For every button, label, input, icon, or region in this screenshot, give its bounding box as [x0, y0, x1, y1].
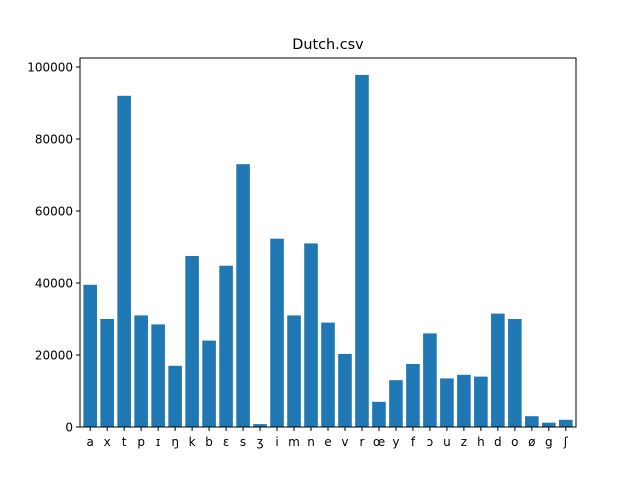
x-tick-label: a	[87, 435, 94, 449]
chart-title: Dutch.csv	[292, 37, 364, 53]
bar-3	[134, 315, 148, 427]
bar-28	[559, 419, 573, 427]
bar-16	[355, 74, 369, 428]
x-tick-label: ʒ	[257, 435, 264, 449]
x-tick-label: b	[205, 435, 213, 449]
bar-11	[270, 238, 284, 427]
bar-26	[525, 416, 539, 427]
y-tick-label: 40000	[35, 277, 73, 291]
plot-frame	[79, 57, 577, 428]
bar-2	[117, 95, 131, 428]
x-tick-label: y	[392, 435, 399, 449]
bar-8	[219, 265, 233, 427]
x-tick-label: t	[122, 435, 127, 449]
bar-0	[83, 284, 97, 427]
bar-25	[508, 319, 522, 427]
y-axis: 0 20000 40000 60000 80000 100000	[27, 61, 80, 435]
bar-10	[253, 424, 267, 427]
bar-12	[287, 315, 301, 427]
x-tick-label: ɪ	[156, 435, 160, 449]
bar-15	[338, 353, 352, 427]
bar-5	[168, 365, 182, 427]
y-tick-label: 80000	[35, 133, 73, 147]
y-tick-label: 20000	[35, 349, 73, 363]
bar-18	[389, 380, 403, 427]
x-tick-label: ʃ	[563, 435, 569, 449]
x-tick-label: z	[461, 435, 467, 449]
bars-group	[83, 74, 573, 428]
x-tick-label: ø	[528, 435, 535, 449]
x-tick-label: œ	[373, 435, 385, 449]
bar-1	[100, 319, 114, 427]
x-tick-label: d	[494, 435, 502, 449]
bar-22	[457, 374, 471, 427]
x-tick-label: g	[545, 435, 553, 449]
bar-17	[372, 401, 386, 427]
y-tick-label: 60000	[35, 205, 73, 219]
x-tick-label: n	[307, 435, 315, 449]
bar-21	[440, 378, 454, 427]
y-tick-label: 100000	[27, 61, 73, 75]
x-tick-label: p	[137, 435, 145, 449]
x-tick-label: u	[443, 435, 451, 449]
x-tick-label: ɛ	[223, 435, 230, 449]
x-tick-label: e	[324, 435, 331, 449]
x-tick-label: s	[240, 435, 246, 449]
x-tick-label: o	[511, 435, 518, 449]
x-tick-label: k	[189, 435, 196, 449]
x-tick-label: h	[477, 435, 485, 449]
bar-6	[185, 256, 199, 427]
x-tick-label: r	[360, 435, 365, 449]
bar-23	[474, 376, 488, 427]
bar-20	[423, 333, 437, 427]
y-tick-label: 0	[65, 421, 73, 435]
bar-27	[542, 422, 556, 427]
x-tick-label: m	[288, 435, 300, 449]
bar-19	[406, 364, 420, 427]
bar-7	[202, 340, 216, 427]
x-tick-label: i	[275, 435, 278, 449]
bar-4	[151, 324, 165, 427]
x-tick-label: ŋ	[171, 435, 179, 449]
bar-14	[321, 322, 335, 427]
x-tick-label: ɔ	[427, 435, 434, 449]
x-tick-label: x	[104, 435, 111, 449]
bar-24	[491, 313, 505, 427]
bar-13	[304, 243, 318, 427]
x-tick-label: f	[411, 435, 416, 449]
bar-9	[236, 164, 250, 427]
x-tick-label: v	[341, 435, 348, 449]
